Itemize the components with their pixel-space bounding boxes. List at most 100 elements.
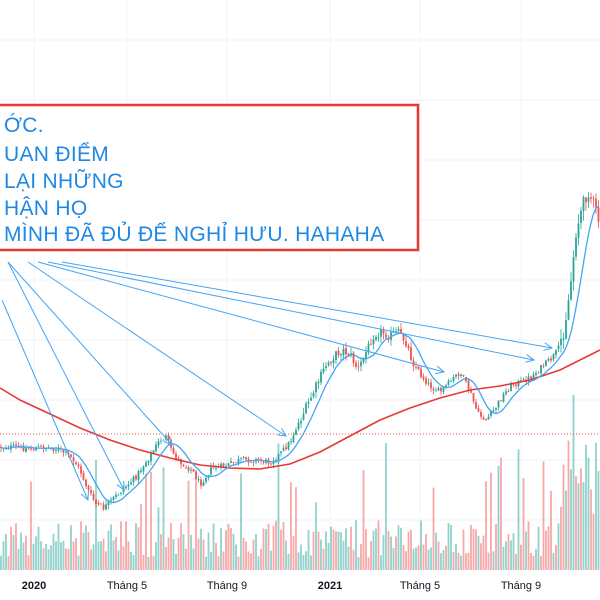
volume-bar: [575, 476, 577, 570]
candle-body: [352, 352, 355, 363]
volume-bar: [485, 481, 487, 570]
candle-body: [365, 351, 367, 359]
volume-bar: [477, 535, 480, 570]
candle-body: [190, 469, 192, 471]
candle-body: [270, 463, 272, 465]
candle-body: [557, 345, 560, 350]
volume-bar: [440, 553, 442, 570]
volume-bar: [287, 553, 290, 570]
candle-body: [432, 388, 435, 391]
volume-bar: [455, 543, 457, 570]
candle-body: [305, 403, 307, 414]
volume-bar: [380, 555, 382, 570]
candle-body: [205, 477, 207, 482]
x-tick-label: Tháng 9: [501, 580, 541, 592]
volume-bar: [390, 536, 392, 570]
candle-body: [482, 417, 485, 420]
candle-body: [90, 490, 92, 493]
volume-bar: [305, 551, 307, 570]
volume-bar: [102, 538, 105, 570]
annotation-frame: [0, 103, 420, 252]
candle-body: [490, 410, 492, 416]
volume-bar: [225, 530, 227, 570]
volume-bar: [377, 520, 380, 570]
volume-bar: [580, 468, 582, 570]
candle-body: [57, 448, 60, 451]
candle-body: [225, 466, 227, 468]
candle-body: [262, 461, 265, 463]
candle-body: [535, 372, 537, 375]
volume-bar: [20, 532, 22, 570]
candle-body: [175, 453, 177, 459]
volume-bar: [115, 536, 117, 570]
volume-bar: [72, 541, 75, 570]
volume-bar: [342, 540, 345, 570]
candle-body: [142, 466, 145, 472]
candle-body: [480, 412, 482, 417]
volume-bar: [205, 556, 207, 570]
volume-bar: [257, 556, 260, 570]
volume-bar: [90, 549, 92, 570]
candle-body: [372, 339, 375, 345]
volume-bar: [330, 526, 332, 570]
candle-body: [287, 442, 290, 450]
candle-body: [500, 400, 502, 402]
candle-body: [595, 198, 597, 208]
volume-bar: [65, 548, 67, 570]
candle-body: [42, 446, 45, 450]
candle-body: [172, 447, 175, 454]
candle-body: [360, 361, 362, 367]
candle-body: [77, 464, 80, 467]
volume-bar: [132, 555, 135, 570]
annotation-box[interactable]: ỚC. UAN ĐIỂM LẠI NHỮNG HẬN HỌ MÌNH ĐÃ ĐỦ…: [0, 103, 420, 252]
candle-body: [87, 485, 90, 491]
candle-body: [550, 358, 552, 361]
candle-body: [452, 377, 455, 382]
candle-body: [120, 492, 122, 494]
long-moving-average-line: [0, 349, 600, 470]
volume-bar: [47, 549, 50, 570]
volume-bar: [92, 544, 95, 570]
volume-bar: [235, 544, 237, 570]
candle-body: [517, 380, 520, 387]
candle-body: [455, 374, 457, 377]
volume-bar: [277, 443, 280, 570]
candle-body: [322, 368, 325, 373]
volume-bar: [232, 533, 235, 570]
candle-body: [382, 329, 385, 334]
volume-bar: [100, 541, 102, 570]
candle-body: [210, 467, 212, 475]
candle-body: [585, 197, 587, 203]
candle-body: [547, 358, 550, 361]
volume-bar: [310, 555, 312, 570]
volume-bar: [237, 556, 240, 570]
candle-body: [332, 359, 335, 364]
candle-body: [180, 458, 182, 465]
candle-body: [477, 408, 480, 412]
volume-bar: [582, 482, 585, 570]
candle-body: [512, 383, 515, 385]
candle-body: [107, 501, 110, 506]
annotation-arrow: [7, 261, 125, 491]
volume-bar: [382, 535, 385, 570]
volume-bar: [230, 527, 232, 570]
volume-bar: [32, 543, 35, 570]
candle-body: [487, 416, 490, 420]
volume-bar: [460, 555, 462, 570]
volume-bar: [2, 541, 5, 570]
candle-body: [65, 451, 67, 453]
volume-bar: [595, 442, 597, 570]
volume-bar: [217, 556, 220, 570]
volume-bar: [307, 530, 310, 570]
volume-bar: [145, 473, 147, 570]
volume-bar: [167, 537, 170, 570]
x-axis: 2020 Tháng 5 Tháng 9 2021 Tháng 5 Tháng …: [22, 580, 541, 592]
volume-bar: [212, 523, 215, 570]
annotation-arrows: [1, 261, 554, 502]
volume-bar: [67, 548, 70, 570]
candle-body: [575, 237, 577, 257]
candle-body: [507, 391, 510, 392]
volume-bar: [447, 522, 450, 570]
volume-bar: [495, 524, 497, 570]
